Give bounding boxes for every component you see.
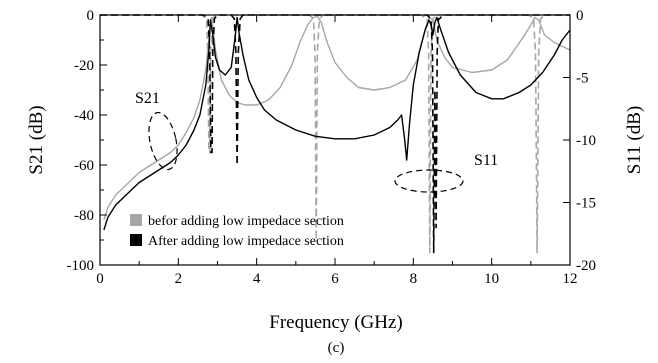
x-tick-label: 6	[331, 271, 339, 287]
annotation-s11: S11	[474, 152, 498, 169]
x-axis-title: Frequency (GHz)	[269, 312, 402, 333]
x-tick-label: 4	[253, 271, 261, 287]
x-tick-label: 0	[96, 271, 104, 287]
y-left-tick-label: -60	[74, 158, 94, 174]
legend-label-before: befor adding low impedace section	[148, 214, 344, 229]
figure-caption: (c)	[328, 340, 345, 356]
legend: befor adding low impedace section After …	[130, 214, 344, 249]
y-left-tick-label: -80	[74, 208, 94, 224]
x-tick-label: 12	[563, 271, 578, 287]
y-right-tick-label: -5	[576, 71, 589, 87]
s11-marker-ellipse	[394, 169, 464, 193]
series-line-2	[103, 16, 571, 231]
y-right-axis-title: S11 (dB)	[624, 106, 645, 174]
s21-marker-ellipse	[148, 111, 178, 171]
y-left-tick-label: -20	[74, 58, 94, 74]
y-right-tick-label: -10	[576, 133, 596, 149]
series-line-0	[103, 15, 571, 221]
x-tick-label: 8	[410, 271, 418, 287]
y-right-tick-label: -20	[576, 258, 596, 274]
y-left-tick-label: -40	[74, 108, 94, 124]
plot-area	[100, 14, 571, 254]
legend-swatch-before	[130, 214, 142, 226]
y-right-tick-label: -15	[576, 196, 596, 212]
x-tick-label: 2	[175, 271, 183, 287]
x-tick-label: 10	[484, 271, 499, 287]
legend-swatch-after	[130, 234, 142, 246]
series-line-3	[100, 14, 570, 254]
y-right-tick-label: 0	[576, 8, 584, 24]
y-left-tick-label: -100	[67, 258, 95, 274]
y-left-axis-title: S21 (dB)	[26, 105, 47, 174]
annotation-s21: S21	[135, 90, 160, 107]
legend-label-after: After adding low impedace section	[148, 234, 344, 249]
y-left-tick-label: 0	[87, 8, 95, 24]
annotations: S21 S11	[135, 90, 498, 193]
